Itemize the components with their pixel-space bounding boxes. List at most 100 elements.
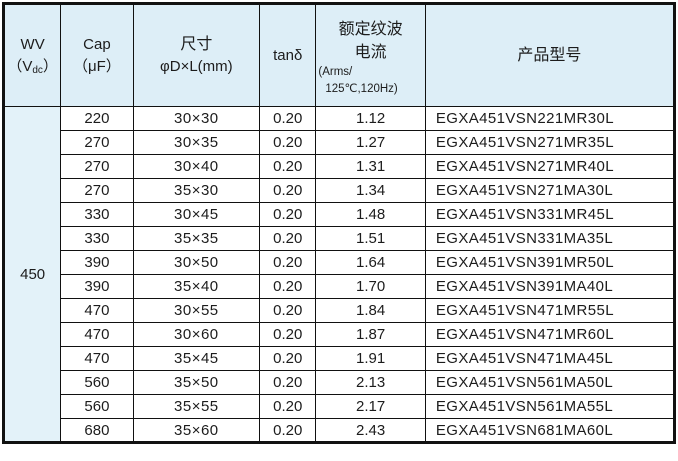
cell-ripple-current: 1.70 xyxy=(315,274,426,299)
table-row: 470 30×55 0.20 1.84 EGXA451VSN471MR55L xyxy=(4,298,676,323)
table-row: 560 35×55 0.20 2.17 EGXA451VSN561MA55L xyxy=(4,394,676,419)
cell-tan-delta: 0.20 xyxy=(259,130,317,155)
header-ripple-condition-2: 125℃,120Hz) xyxy=(325,82,398,95)
cell-ripple-current: 1.34 xyxy=(315,178,426,203)
cell-ripple-current: 1.12 xyxy=(315,106,426,131)
cell-size: 30×30 xyxy=(132,106,261,131)
header-wv: WV （Vdc） xyxy=(2,3,62,107)
header-size-line1: 尺寸 xyxy=(180,36,213,54)
table-row: 470 35×45 0.20 1.91 EGXA451VSN471MA45L xyxy=(4,346,676,371)
cell-tan-delta: 0.20 xyxy=(259,106,317,131)
table-row: 470 30×60 0.20 1.87 EGXA451VSN471MR60L xyxy=(4,322,676,347)
cell-model-number: EGXA451VSN561MA50L xyxy=(424,370,676,395)
header-wv-line2: （Vdc） xyxy=(7,57,58,76)
cell-tan-delta: 0.20 xyxy=(259,154,317,179)
cell-ripple-current: 1.64 xyxy=(315,250,426,275)
cell-model-number: EGXA451VSN561MA55L xyxy=(424,394,676,419)
cell-tan-delta: 0.20 xyxy=(259,322,317,347)
cell-model-number: EGXA451VSN391MA40L xyxy=(424,274,676,299)
cell-tan-delta: 0.20 xyxy=(259,370,317,395)
cell-tan-delta: 0.20 xyxy=(259,394,317,419)
table-row: 560 35×50 0.20 2.13 EGXA451VSN561MA50L xyxy=(4,370,676,395)
cell-capacitance: 560 xyxy=(60,370,134,395)
cell-capacitance: 330 xyxy=(60,226,134,251)
cell-size: 35×55 xyxy=(132,394,261,419)
header-size-line2: φD×L(mm) xyxy=(160,58,233,76)
capacitor-spec-table: WV （Vdc） Cap （μF） 尺寸 φD×L(mm) tanδ 额定纹波 … xyxy=(2,2,676,444)
cell-ripple-current: 1.27 xyxy=(315,130,426,155)
table-row: 270 30×40 0.20 1.31 EGXA451VSN271MR40L xyxy=(4,154,676,179)
cell-tan-delta: 0.20 xyxy=(259,274,317,299)
table-row: 270 35×30 0.20 1.34 EGXA451VSN271MA30L xyxy=(4,178,676,203)
header-ripple-condition-1: (Arms/ xyxy=(318,66,353,79)
cell-model-number: EGXA451VSN681MA60L xyxy=(424,418,676,443)
cell-ripple-current: 1.87 xyxy=(315,322,426,347)
cell-model-number: EGXA451VSN271MR40L xyxy=(424,154,676,179)
cell-ripple-current: 1.91 xyxy=(315,346,426,371)
cell-capacitance: 470 xyxy=(60,322,134,347)
table-body: 450 220 30×30 0.20 1.12 EGXA451VSN221MR3… xyxy=(2,106,676,443)
cell-capacitance: 270 xyxy=(60,178,134,203)
header-model-number: 产品型号 xyxy=(424,3,676,107)
header-wv-line1: WV xyxy=(20,35,45,53)
header-cap: Cap （μF） xyxy=(60,3,134,107)
cell-ripple-current: 1.31 xyxy=(315,154,426,179)
header-ripple-line1: 额定纹波 xyxy=(338,20,403,38)
cell-size: 30×40 xyxy=(132,154,261,179)
cell-model-number: EGXA451VSN471MA45L xyxy=(424,346,676,371)
header-cap-line1: Cap xyxy=(83,35,111,53)
cell-ripple-current: 2.17 xyxy=(315,394,426,419)
cell-model-number: EGXA451VSN471MR55L xyxy=(424,298,676,323)
cell-tan-delta: 0.20 xyxy=(259,250,317,275)
cell-ripple-current: 1.84 xyxy=(315,298,426,323)
cell-size: 35×30 xyxy=(132,178,261,203)
header-ripple-line2: 电流 xyxy=(354,43,387,61)
cell-ripple-current: 2.43 xyxy=(315,418,426,443)
table-row: 680 35×60 0.20 2.43 EGXA451VSN681MA60L xyxy=(4,418,676,443)
table-row: 270 30×35 0.20 1.27 EGXA451VSN271MR35L xyxy=(4,130,676,155)
header-size: 尺寸 φD×L(mm) xyxy=(132,3,261,107)
cell-model-number: EGXA451VSN271MR35L xyxy=(424,130,676,155)
header-wv-subscript: dc xyxy=(32,64,43,76)
cell-tan-delta: 0.20 xyxy=(259,418,317,443)
cell-wv-rating: 450 xyxy=(2,106,62,443)
cell-model-number: EGXA451VSN391MR50L xyxy=(424,250,676,275)
cell-ripple-current: 1.48 xyxy=(315,202,426,227)
cell-capacitance: 680 xyxy=(60,418,134,443)
header-ripple-current: 额定纹波 电流 (Arms/ 125℃,120Hz) xyxy=(315,3,426,107)
table-row: 390 35×40 0.20 1.70 EGXA451VSN391MA40L xyxy=(4,274,676,299)
cell-size: 35×50 xyxy=(132,370,261,395)
cell-size: 30×35 xyxy=(132,130,261,155)
cell-size: 35×45 xyxy=(132,346,261,371)
cell-capacitance: 470 xyxy=(60,346,134,371)
cell-capacitance: 390 xyxy=(60,274,134,299)
cell-capacitance: 390 xyxy=(60,250,134,275)
cell-size: 30×45 xyxy=(132,202,261,227)
cell-size: 35×40 xyxy=(132,274,261,299)
cell-tan-delta: 0.20 xyxy=(259,298,317,323)
cell-tan-delta: 0.20 xyxy=(259,226,317,251)
table-row: 330 30×45 0.20 1.48 EGXA451VSN331MR45L xyxy=(4,202,676,227)
cell-size: 35×60 xyxy=(132,418,261,443)
cell-size: 30×60 xyxy=(132,322,261,347)
header-tan-delta: tanδ xyxy=(259,3,317,107)
header-cap-line2: （μF） xyxy=(73,57,121,75)
cell-capacitance: 330 xyxy=(60,202,134,227)
cell-size: 30×50 xyxy=(132,250,261,275)
cell-model-number: EGXA451VSN271MA30L xyxy=(424,178,676,203)
cell-ripple-current: 1.51 xyxy=(315,226,426,251)
cell-tan-delta: 0.20 xyxy=(259,178,317,203)
cell-tan-delta: 0.20 xyxy=(259,202,317,227)
cell-model-number: EGXA451VSN331MA35L xyxy=(424,226,676,251)
cell-capacitance: 220 xyxy=(60,106,134,131)
cell-size: 30×55 xyxy=(132,298,261,323)
cell-capacitance: 560 xyxy=(60,394,134,419)
header-row: WV （Vdc） Cap （μF） 尺寸 φD×L(mm) tanδ 额定纹波 … xyxy=(2,3,676,107)
table-row: 390 30×50 0.20 1.64 EGXA451VSN391MR50L xyxy=(4,250,676,275)
cell-capacitance: 270 xyxy=(60,130,134,155)
cell-model-number: EGXA451VSN471MR60L xyxy=(424,322,676,347)
table-row: 330 35×35 0.20 1.51 EGXA451VSN331MA35L xyxy=(4,226,676,251)
cell-tan-delta: 0.20 xyxy=(259,346,317,371)
cell-model-number: EGXA451VSN221MR30L xyxy=(424,106,676,131)
